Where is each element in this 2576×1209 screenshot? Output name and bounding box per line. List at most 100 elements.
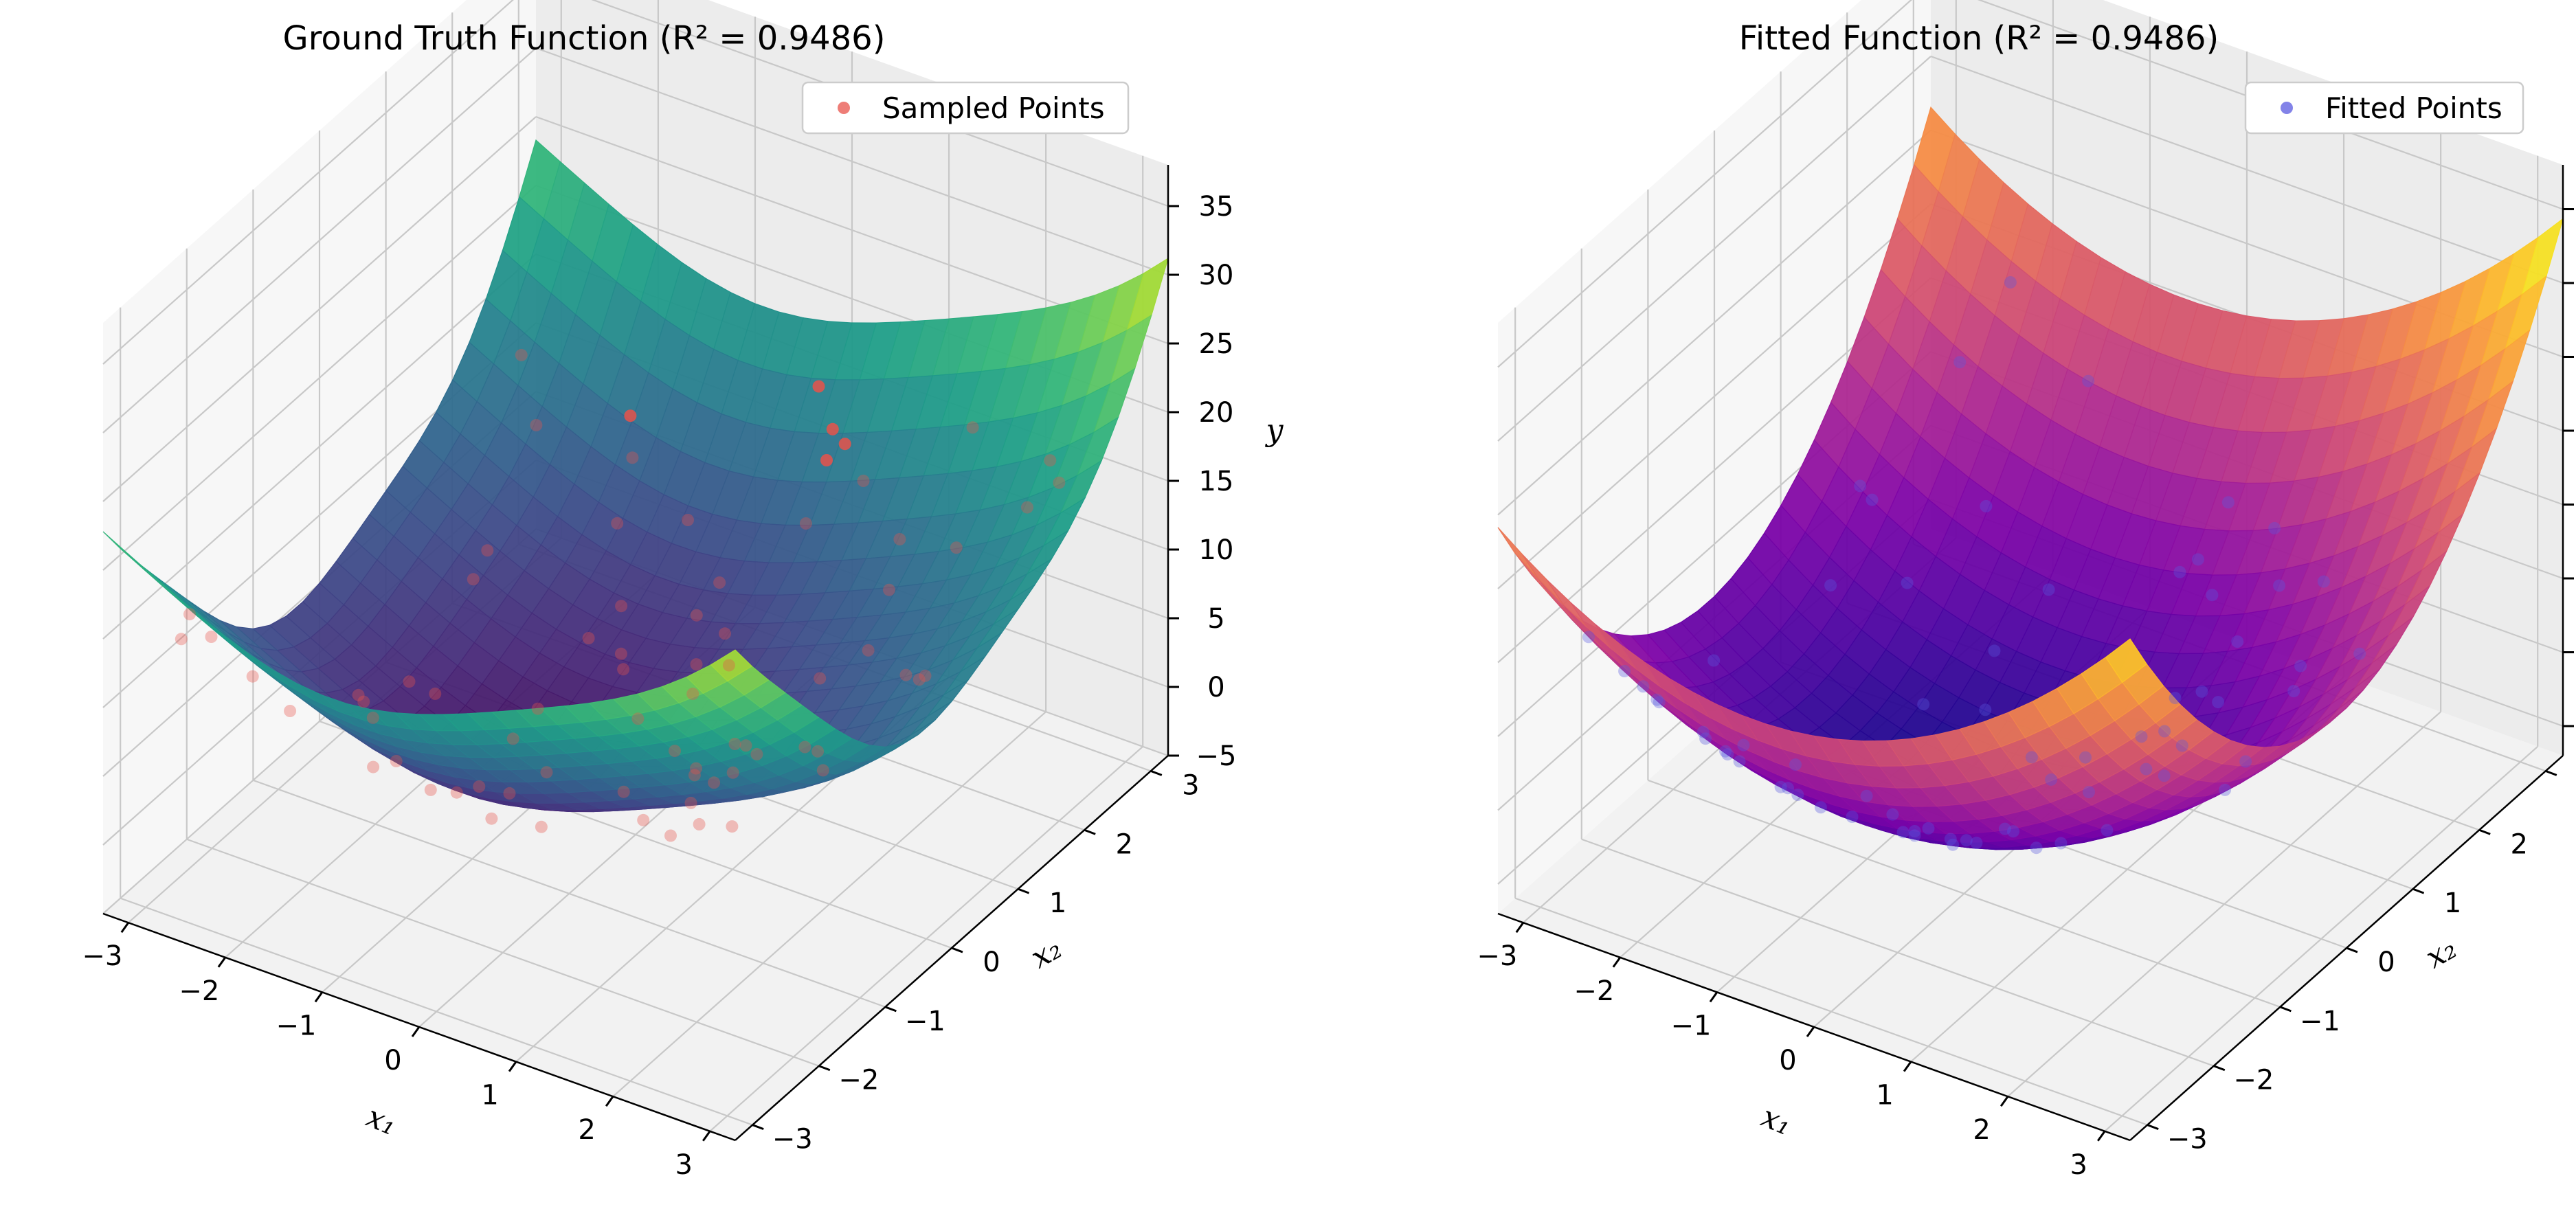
- data-point: [390, 755, 403, 767]
- data-point: [2079, 751, 2092, 764]
- data-point: [2004, 276, 2017, 289]
- x-tick: [217, 956, 227, 968]
- data-point: [1044, 454, 1057, 467]
- y-tick: [2213, 1065, 2226, 1072]
- data-point: [812, 380, 825, 393]
- x-tick: [1515, 922, 1525, 934]
- data-point: [1733, 755, 1746, 768]
- x-tick-label: 1: [1876, 1080, 1893, 1111]
- y-tick-label: 0: [2377, 947, 2395, 978]
- data-point: [205, 631, 218, 643]
- data-point: [693, 817, 706, 831]
- data-point: [485, 812, 498, 825]
- z-axis-label: y: [1265, 413, 1284, 448]
- x-tick-label: 0: [1779, 1045, 1796, 1076]
- x-tick: [508, 1061, 517, 1072]
- x-tick: [1709, 991, 1718, 1003]
- data-point: [506, 732, 519, 745]
- y-axis-label: x₂: [2420, 931, 2463, 975]
- data-point: [1774, 780, 1787, 793]
- data-point: [1637, 680, 1650, 693]
- surface: [1497, 106, 2564, 850]
- y-tick: [752, 1124, 764, 1131]
- z-tick-label: 35: [1199, 191, 1234, 223]
- z-tick-label: 20: [1199, 397, 1234, 429]
- x-tick: [1806, 1026, 1815, 1037]
- x-tick: [314, 991, 324, 1003]
- surface: [102, 139, 1169, 813]
- data-point: [2007, 825, 2019, 838]
- data-point: [429, 687, 442, 700]
- data-point: [531, 702, 544, 715]
- y-axis-label: x₂: [1025, 931, 1068, 975]
- y-tick-label: 0: [983, 947, 1000, 978]
- y-tick-label: 1: [1049, 888, 1066, 919]
- data-point: [1846, 811, 1859, 823]
- data-point: [2135, 730, 2148, 743]
- data-point: [682, 514, 694, 526]
- data-point: [750, 747, 763, 760]
- data-point: [2191, 553, 2204, 566]
- y-tick: [2346, 947, 2358, 953]
- z-tick-label: −5: [1196, 741, 1237, 772]
- data-point: [2221, 496, 2235, 509]
- data-point: [617, 663, 630, 676]
- data-point: [1791, 789, 1804, 801]
- data-point: [481, 544, 494, 557]
- x-tick-label: −1: [1670, 1010, 1711, 1041]
- data-point: [515, 348, 528, 361]
- data-point: [631, 712, 645, 725]
- data-point: [611, 517, 624, 530]
- data-point: [352, 688, 365, 701]
- x-tick-label: −1: [276, 1010, 316, 1041]
- data-point: [726, 766, 739, 779]
- grid-line: [102, 116, 537, 502]
- data-point: [713, 576, 726, 589]
- data-point: [2158, 769, 2171, 782]
- data-point: [626, 451, 639, 464]
- data-point: [1979, 703, 1992, 716]
- data-point: [1886, 808, 1899, 821]
- data-point: [862, 644, 875, 657]
- y-tick: [951, 947, 963, 953]
- x-tick: [120, 922, 130, 934]
- legend-label: Sampled Points: [882, 91, 1105, 125]
- data-point: [826, 422, 839, 436]
- x-tick: [1903, 1061, 1912, 1072]
- legend-label: Fitted Points: [2325, 91, 2502, 125]
- data-point: [2054, 837, 2068, 850]
- z-tick-label: 30: [1199, 260, 1234, 291]
- data-point: [950, 541, 963, 554]
- grid-line: [102, 47, 537, 433]
- x-tick-label: 2: [1973, 1114, 1990, 1146]
- legend-box: [2244, 81, 2524, 135]
- y-tick: [1018, 888, 1030, 894]
- x-tick-label: 3: [675, 1149, 692, 1181]
- z-tick-label: 25: [1199, 328, 1234, 360]
- y-tick: [2147, 1124, 2159, 1131]
- x-tick: [605, 1096, 614, 1107]
- data-point: [2175, 739, 2188, 752]
- data-point: [503, 787, 516, 800]
- grid-line: [102, 185, 537, 571]
- data-point: [1860, 789, 1873, 802]
- data-point: [246, 670, 259, 683]
- data-point: [1782, 782, 1794, 795]
- data-point: [1953, 356, 1967, 369]
- data-point: [690, 762, 702, 775]
- data-point: [2083, 786, 2095, 799]
- data-point: [2173, 565, 2186, 578]
- data-point: [540, 766, 553, 779]
- data-point: [814, 672, 827, 685]
- x-tick: [702, 1130, 711, 1142]
- data-point: [919, 669, 932, 682]
- data-point: [1021, 501, 1033, 514]
- data-point: [690, 609, 703, 622]
- data-point: [2268, 521, 2281, 534]
- data-point: [1998, 822, 2011, 835]
- data-point: [857, 475, 870, 487]
- grid-line: [253, 779, 886, 1008]
- data-point: [739, 739, 752, 752]
- grid-line: [186, 838, 820, 1067]
